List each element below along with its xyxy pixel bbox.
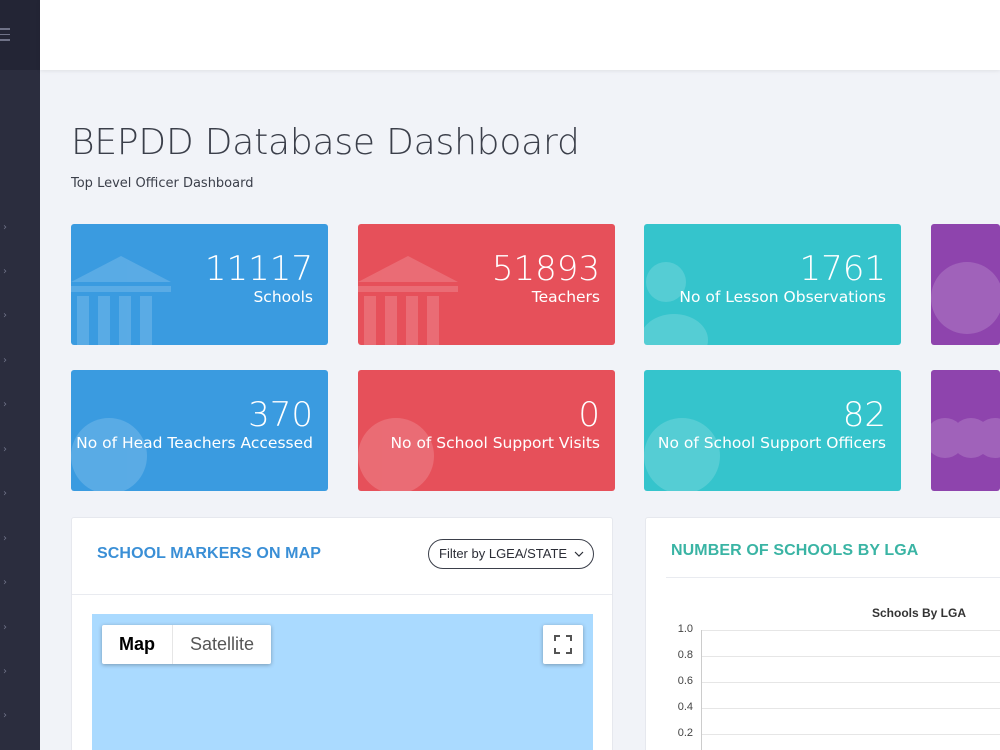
chart-title: Schools By LGA <box>872 606 967 620</box>
sidebar-chevron-icon[interactable]: › <box>3 310 7 321</box>
chart-gridline <box>702 630 1000 631</box>
sidebar-chevron-icon[interactable]: › <box>3 399 7 410</box>
stat-card-partial[interactable] <box>931 370 1000 491</box>
stat-value: 1761 <box>799 249 886 289</box>
sidebar-chevron-icon[interactable]: › <box>3 622 7 633</box>
schools-by-lga-panel: NUMBER OF SCHOOLS BY LGA <box>645 517 1000 750</box>
stat-label: No of School Support Visits <box>390 434 600 452</box>
fullscreen-icon <box>554 635 572 654</box>
chart-gridline <box>702 708 1000 709</box>
stat-value: 370 <box>248 395 313 435</box>
filter-label: Filter by LGEA/STATE <box>439 546 568 561</box>
sidebar-chevron-icon[interactable]: › <box>3 666 7 677</box>
sidebar-chevron-icon[interactable]: › <box>3 266 7 277</box>
sidebar-header <box>0 0 40 70</box>
chart-y-tick-label: 0.8 <box>677 649 693 661</box>
stat-card-school-support-visits[interactable]: 0 No of School Support Visits <box>358 370 615 491</box>
stat-card-schools[interactable]: 11117 Schools <box>71 224 328 345</box>
stat-value: 11117 <box>204 249 313 289</box>
sidebar-chevron-icon[interactable]: › <box>3 533 7 544</box>
globe-icon <box>71 418 147 491</box>
stat-label: No of Lesson Observations <box>679 288 886 306</box>
chart-y-tick-label: 0.6 <box>677 675 693 687</box>
stat-card-partial[interactable] <box>931 224 1000 345</box>
chart-y-tick-label: 1.0 <box>677 623 693 635</box>
stat-label: Schools <box>253 288 313 306</box>
stat-label: Teachers <box>531 288 600 306</box>
fullscreen-button[interactable] <box>543 625 583 664</box>
chart-gridline <box>702 656 1000 657</box>
stat-value: 51893 <box>491 249 600 289</box>
page-subtitle: Top Level Officer Dashboard <box>71 176 254 191</box>
users-icon <box>644 262 708 345</box>
map-type-control: Map Satellite <box>102 625 272 664</box>
stat-value: 0 <box>578 395 600 435</box>
chart-y-tick-label: 0.4 <box>677 701 693 713</box>
globe-icon <box>644 418 720 491</box>
building-icon <box>358 256 458 345</box>
stat-value: 82 <box>842 395 886 435</box>
lga-panel-title: NUMBER OF SCHOOLS BY LGA <box>671 542 919 559</box>
chart-gridline <box>702 682 1000 683</box>
map-type-satellite-button[interactable]: Satellite <box>172 625 271 664</box>
filter-lgea-state-button[interactable]: Filter by LGEA/STATE <box>428 539 594 569</box>
sidebar-chevron-icon[interactable]: › <box>3 444 7 455</box>
stat-card-teachers[interactable]: 51893 Teachers <box>358 224 615 345</box>
top-navbar <box>40 0 1000 70</box>
building-icon <box>71 256 171 345</box>
google-map[interactable]: Map Satellite <box>92 614 593 750</box>
hamburger-menu-icon[interactable] <box>0 28 10 45</box>
sidebar: › › › › › › › › › › › › <box>0 0 40 750</box>
stat-label: No of School Support Officers <box>657 434 886 452</box>
map-type-map-button[interactable]: Map <box>119 634 155 654</box>
sidebar-chevron-icon[interactable]: › <box>3 710 7 721</box>
sidebar-chevron-icon[interactable]: › <box>3 355 7 366</box>
sidebar-chevron-icon[interactable]: › <box>3 488 7 499</box>
chart-gridline <box>702 734 1000 735</box>
stat-card-head-teachers[interactable]: 370 No of Head Teachers Accessed <box>71 370 328 491</box>
users-icon <box>931 418 1000 458</box>
stat-card-lesson-observations[interactable]: 1761 No of Lesson Observations <box>644 224 901 345</box>
chevron-down-icon <box>574 551 584 557</box>
stat-label: No of Head Teachers Accessed <box>76 434 313 452</box>
globe-icon <box>358 418 434 491</box>
sidebar-chevron-icon[interactable]: › <box>3 222 7 233</box>
page-title: BEPDD Database Dashboard <box>71 122 580 163</box>
chart-y-tick-label: 0.2 <box>677 727 693 739</box>
stat-card-school-support-officers[interactable]: 82 No of School Support Officers <box>644 370 901 491</box>
panel-divider <box>72 594 612 595</box>
map-panel-title: SCHOOL MARKERS ON MAP <box>97 545 322 562</box>
chart-y-axis <box>701 630 702 750</box>
sidebar-chevron-icon[interactable]: › <box>3 577 7 588</box>
globe-icon <box>931 262 1000 334</box>
panel-divider <box>666 577 1000 578</box>
